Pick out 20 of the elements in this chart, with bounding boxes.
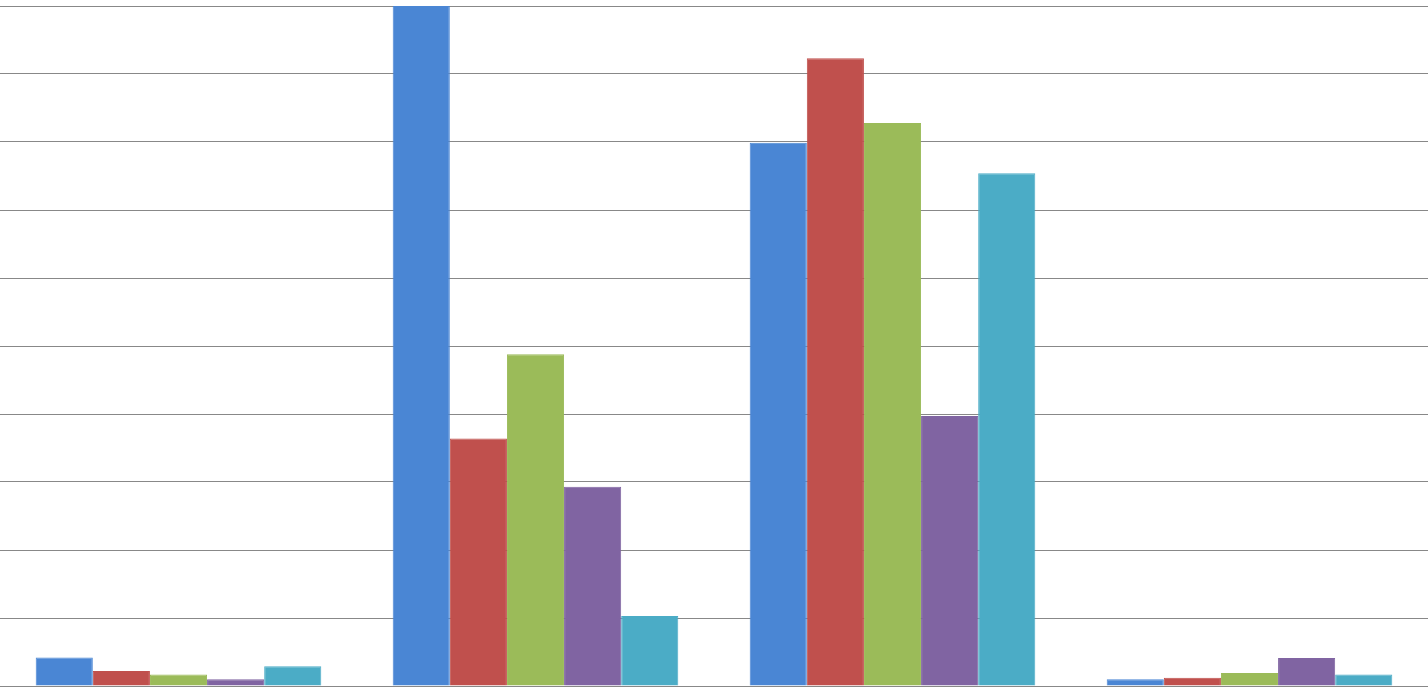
bar	[1163, 677, 1221, 686]
bar	[149, 674, 208, 686]
bar	[207, 679, 265, 686]
bar	[1106, 679, 1164, 686]
bar	[35, 657, 93, 686]
bar	[564, 486, 622, 686]
bar	[264, 666, 322, 686]
bar	[978, 173, 1036, 686]
bar	[921, 416, 979, 686]
bar	[92, 671, 150, 686]
bar	[1335, 674, 1393, 686]
bar	[449, 438, 507, 686]
bar	[806, 58, 864, 686]
bar	[1220, 673, 1279, 686]
bar	[749, 142, 807, 686]
bar	[506, 354, 565, 686]
bar	[392, 6, 450, 686]
bar	[621, 615, 679, 686]
bar	[1278, 658, 1336, 686]
bar	[863, 122, 922, 686]
